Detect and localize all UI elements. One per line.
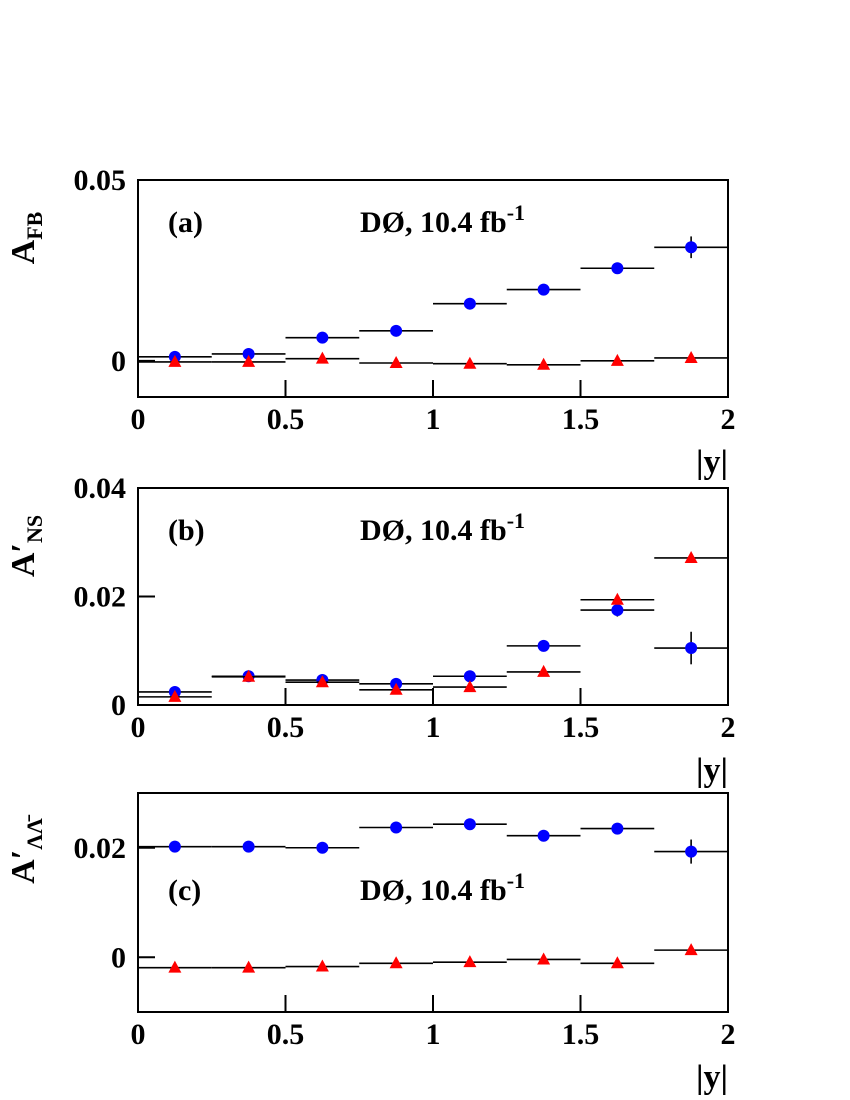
annotation-main: DØ, 10.4 fb <box>360 206 507 239</box>
x-tick-label: 0 <box>131 1018 146 1051</box>
data-point <box>315 351 329 364</box>
annotation-sup: -1 <box>507 508 525 533</box>
data-point <box>316 841 329 854</box>
x-tick-label: 0 <box>131 403 146 436</box>
data-point <box>389 956 403 969</box>
y-tick-label: 0.04 <box>74 472 127 505</box>
data-point <box>611 822 624 835</box>
y-axis-label-sub: NS <box>22 515 47 543</box>
data-point <box>537 952 551 965</box>
data-point <box>611 604 624 617</box>
data-point <box>242 960 256 973</box>
x-tick-label: 1 <box>426 1018 441 1051</box>
y-tick-label: 0.05 <box>74 164 127 197</box>
data-point <box>610 956 624 969</box>
annotation-main: DØ, 10.4 fb <box>360 874 507 907</box>
data-point <box>168 840 181 853</box>
data-point <box>389 356 403 369</box>
y-axis-label: A′NS <box>5 515 47 577</box>
data-point <box>611 262 624 275</box>
data-point <box>242 354 256 367</box>
x-tick-label: 0.5 <box>267 711 305 744</box>
y-axis-label-main: A <box>5 239 42 264</box>
x-tick-label: 2 <box>721 403 736 436</box>
panel-label: (a) <box>168 206 203 239</box>
data-point <box>389 682 403 695</box>
panel-label: (b) <box>168 514 205 547</box>
data-point <box>610 592 624 605</box>
data-point <box>315 959 329 972</box>
data-point <box>463 297 476 310</box>
y-tick-label: 0 <box>111 689 126 722</box>
data-point <box>685 845 698 858</box>
y-axis-label-main: A′ <box>5 543 42 577</box>
data-point <box>537 639 550 652</box>
y-axis-label-sub: FB <box>22 211 47 239</box>
data-point <box>684 550 698 563</box>
data-point <box>242 347 255 360</box>
data-point <box>685 642 698 655</box>
data-point <box>684 350 698 363</box>
data-point <box>390 821 403 834</box>
data-point <box>463 356 477 369</box>
y-tick-label: 0 <box>111 345 126 378</box>
x-tick-label: 1.5 <box>562 711 600 744</box>
annotation-sup: -1 <box>507 200 525 225</box>
data-point <box>168 689 182 702</box>
data-point <box>390 324 403 337</box>
annotation-sup: -1 <box>507 868 525 893</box>
data-point <box>537 829 550 842</box>
panel-label: (c) <box>168 874 201 907</box>
y-axis-label-sub: ΛΛ̄ <box>22 814 47 850</box>
data-point <box>316 331 329 344</box>
data-point <box>168 960 182 973</box>
y-axis-label-main: A′ <box>5 850 42 884</box>
x-tick-label: 2 <box>721 1018 736 1051</box>
y-tick-label: 0.02 <box>74 832 127 865</box>
annotation: DØ, 10.4 fb-1 <box>360 200 525 239</box>
x-tick-label: 0.5 <box>267 403 305 436</box>
y-axis-label: A′ΛΛ̄ <box>5 814 47 884</box>
annotation-main: DØ, 10.4 fb <box>360 514 507 547</box>
y-tick-label: 0.02 <box>74 581 127 614</box>
x-tick-label: 0.5 <box>267 1018 305 1051</box>
annotation: DØ, 10.4 fb-1 <box>360 508 525 547</box>
y-tick-label: 0 <box>111 941 126 974</box>
data-point <box>463 818 476 831</box>
data-point <box>610 353 624 366</box>
data-point <box>242 840 255 853</box>
data-point <box>242 669 256 682</box>
x-tick-label: 1.5 <box>562 1018 600 1051</box>
data-point <box>537 283 550 296</box>
annotation: DØ, 10.4 fb-1 <box>360 868 525 907</box>
y-axis-label: AFB <box>5 211 47 264</box>
x-axis-label: |y| <box>696 1059 728 1096</box>
data-point <box>463 670 476 683</box>
x-axis-label: |y| <box>696 752 728 789</box>
data-point <box>463 680 477 693</box>
x-tick-label: 1 <box>426 403 441 436</box>
data-point <box>537 664 551 677</box>
data-point <box>537 357 551 370</box>
x-tick-label: 2 <box>721 711 736 744</box>
x-axis-label: |y| <box>696 444 728 481</box>
x-tick-label: 1.5 <box>562 403 600 436</box>
data-point <box>463 955 477 968</box>
data-point <box>315 675 329 688</box>
data-point <box>684 943 698 956</box>
data-point <box>685 241 698 254</box>
x-tick-label: 1 <box>426 711 441 744</box>
data-point <box>168 354 182 367</box>
x-tick-label: 0 <box>131 711 146 744</box>
